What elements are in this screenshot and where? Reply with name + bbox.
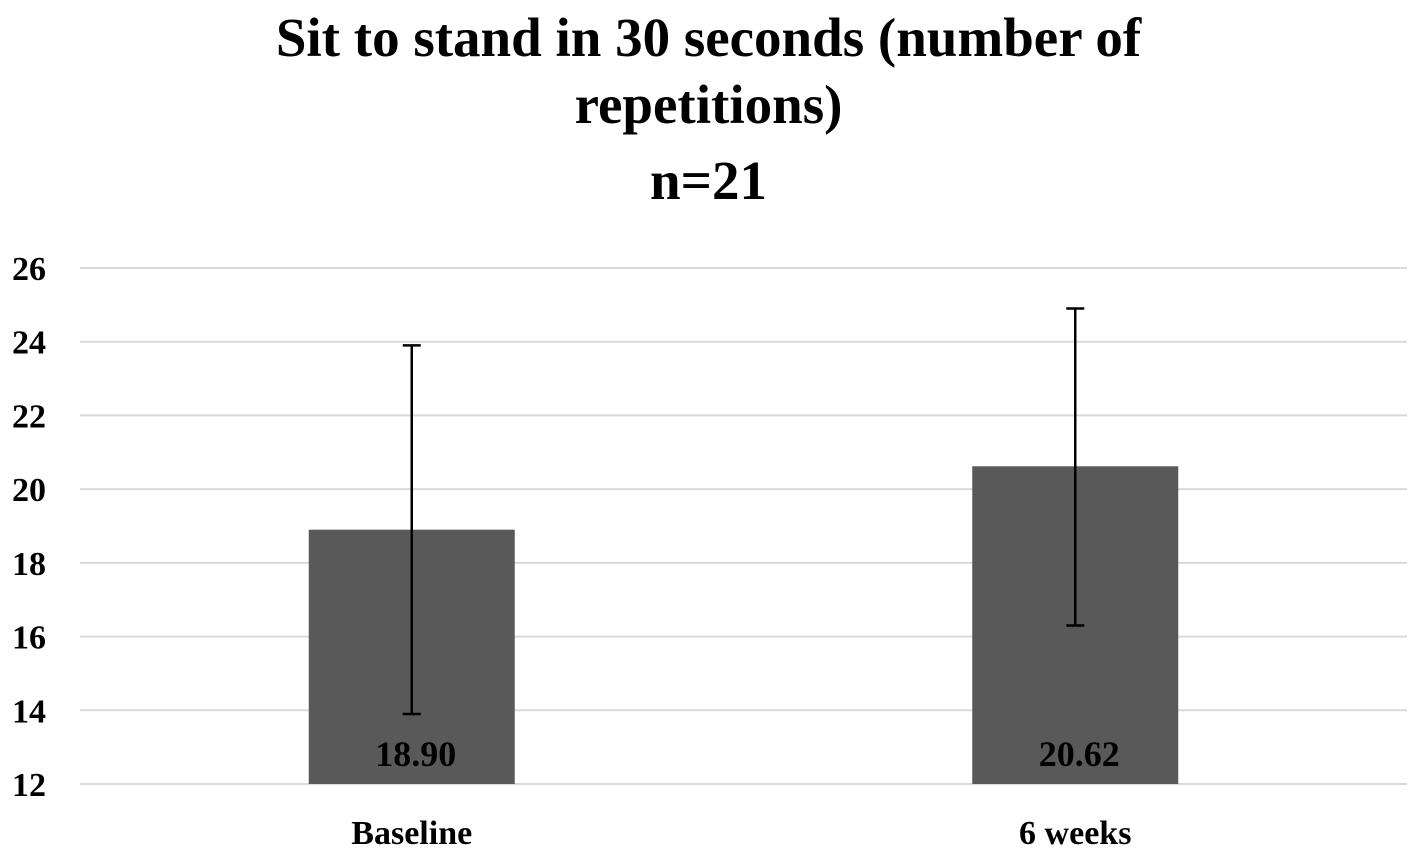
chart-title-line-1: Sit to stand in 30 seconds (number of <box>275 7 1142 68</box>
x-category-label: Baseline <box>351 815 472 852</box>
data-label: 18.90 <box>375 734 456 774</box>
y-tick-label: 22 <box>12 398 46 435</box>
y-tick-label: 14 <box>12 693 46 730</box>
y-tick-label: 20 <box>12 472 46 509</box>
data-label: 20.62 <box>1039 734 1120 774</box>
y-tick-label: 16 <box>12 620 46 657</box>
chart-title-line-2: repetitions) <box>574 74 843 135</box>
y-tick-label: 24 <box>12 325 46 362</box>
y-tick-label: 12 <box>12 767 46 804</box>
y-tick-label: 18 <box>12 546 46 583</box>
y-tick-label: 26 <box>12 251 46 288</box>
chart-title-line-3: n=21 <box>650 150 767 211</box>
x-category-label: 6 weeks <box>1019 815 1131 852</box>
